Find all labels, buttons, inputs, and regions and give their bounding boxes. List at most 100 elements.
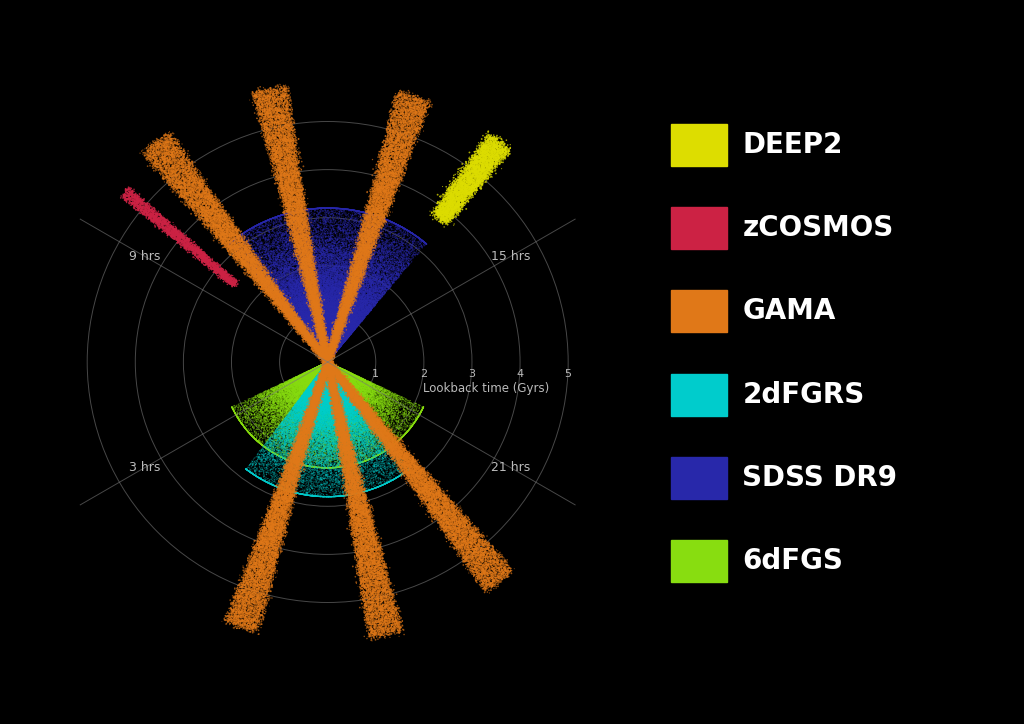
- Point: [321, 359, 337, 371]
- Point: [183, 195, 200, 207]
- Point: [375, 251, 391, 262]
- Point: [331, 403, 347, 415]
- Point: [176, 182, 193, 193]
- Point: [318, 358, 335, 370]
- Point: [318, 364, 335, 376]
- Point: [330, 402, 346, 413]
- Point: [311, 369, 328, 381]
- Point: [318, 375, 335, 387]
- Point: [284, 378, 300, 390]
- Point: [351, 453, 368, 465]
- Point: [403, 227, 420, 239]
- Point: [350, 291, 367, 303]
- Point: [325, 350, 341, 361]
- Point: [345, 394, 361, 405]
- Point: [308, 374, 325, 385]
- Point: [321, 357, 337, 369]
- Point: [354, 312, 371, 324]
- Point: [202, 255, 218, 266]
- Point: [303, 394, 319, 405]
- Point: [297, 290, 313, 302]
- Point: [312, 431, 329, 442]
- Point: [295, 307, 311, 319]
- Point: [307, 366, 324, 378]
- Point: [324, 329, 340, 341]
- Point: [357, 393, 374, 405]
- Point: [352, 395, 369, 407]
- Point: [321, 358, 337, 370]
- Point: [336, 405, 352, 416]
- Point: [316, 351, 333, 363]
- Point: [393, 434, 410, 446]
- Point: [314, 306, 331, 318]
- Point: [297, 302, 313, 313]
- Point: [353, 311, 370, 322]
- Point: [350, 424, 367, 435]
- Point: [318, 352, 335, 363]
- Point: [318, 354, 335, 366]
- Point: [324, 392, 340, 404]
- Point: [318, 368, 335, 379]
- Point: [406, 229, 422, 240]
- Point: [312, 371, 329, 382]
- Point: [329, 393, 345, 405]
- Point: [319, 358, 336, 370]
- Point: [341, 393, 357, 405]
- Point: [329, 318, 345, 329]
- Point: [301, 385, 317, 397]
- Point: [305, 373, 322, 384]
- Point: [312, 317, 329, 329]
- Point: [306, 261, 323, 273]
- Point: [345, 494, 361, 506]
- Point: [323, 362, 339, 374]
- Point: [319, 357, 336, 369]
- Point: [326, 311, 342, 323]
- Point: [403, 465, 420, 476]
- Point: [322, 361, 338, 373]
- Point: [439, 499, 456, 510]
- Point: [324, 327, 340, 339]
- Point: [364, 209, 380, 221]
- Point: [355, 530, 372, 542]
- Point: [322, 369, 338, 380]
- Point: [354, 408, 371, 419]
- Point: [460, 172, 476, 184]
- Point: [356, 385, 373, 397]
- Point: [273, 500, 290, 511]
- Point: [365, 609, 381, 620]
- Point: [258, 116, 274, 127]
- Point: [319, 361, 336, 372]
- Point: [358, 214, 375, 226]
- Point: [321, 361, 337, 373]
- Point: [215, 229, 231, 240]
- Point: [321, 342, 337, 354]
- Point: [191, 203, 208, 215]
- Point: [257, 98, 273, 109]
- Point: [283, 282, 299, 293]
- Point: [316, 353, 333, 364]
- Point: [314, 365, 331, 376]
- Point: [278, 455, 294, 466]
- Point: [373, 243, 389, 255]
- Point: [473, 171, 489, 182]
- Point: [329, 366, 345, 377]
- Point: [308, 381, 325, 392]
- Point: [308, 386, 325, 397]
- Point: [313, 387, 330, 399]
- Point: [310, 362, 327, 374]
- Point: [311, 346, 328, 358]
- Point: [307, 312, 324, 324]
- Point: [322, 396, 338, 408]
- Point: [322, 353, 338, 365]
- Point: [342, 261, 358, 272]
- Point: [323, 369, 339, 380]
- Point: [325, 348, 341, 360]
- Point: [333, 423, 349, 434]
- Point: [297, 402, 313, 413]
- Point: [313, 384, 330, 395]
- Point: [255, 282, 271, 294]
- Point: [318, 340, 335, 352]
- Point: [321, 311, 337, 322]
- Point: [319, 462, 336, 473]
- Point: [298, 245, 314, 256]
